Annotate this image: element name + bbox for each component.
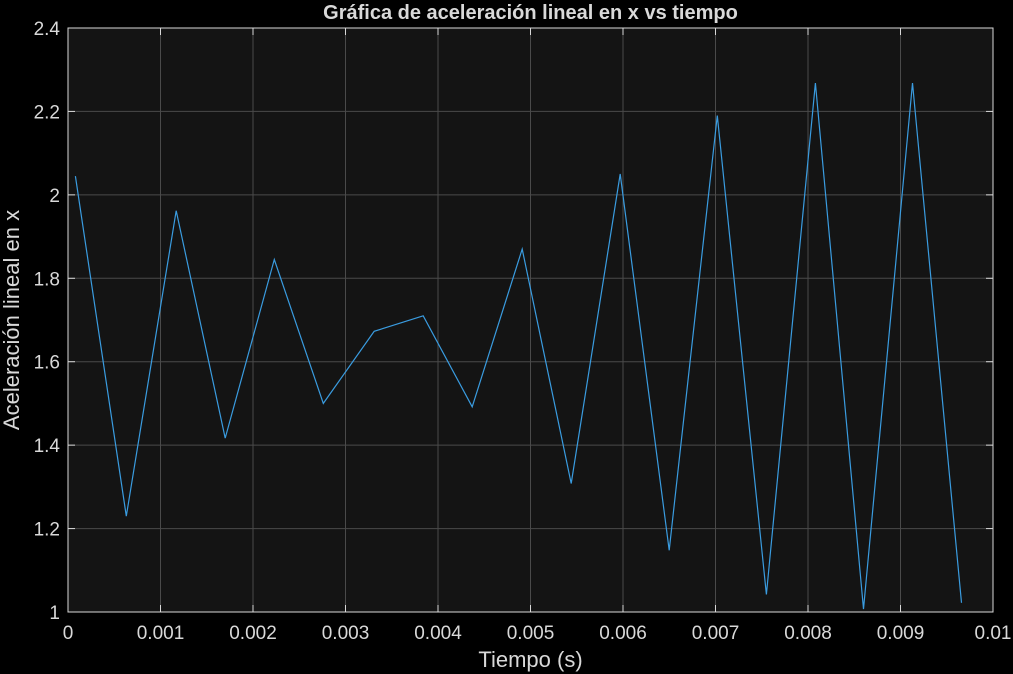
x-tick-label: 0.007 [692, 623, 740, 644]
y-tick-label: 2.4 [34, 19, 61, 40]
series-line [74, 83, 963, 610]
y-tick-label: 2 [49, 186, 60, 207]
x-tick-label: 0.009 [877, 623, 925, 644]
x-axis-ticks: 0 0.001 0.002 0.003 0.004 0.005 0.006 0.007 0.00… [63, 28, 1012, 644]
x-tick-label: 0.003 [322, 623, 370, 644]
x-tick-label: 0.006 [599, 623, 647, 644]
y-tick-label: 1 [49, 603, 60, 624]
x-tick-label: 0.005 [507, 623, 555, 644]
y-tick-label: 1.6 [34, 353, 60, 374]
x-tick-label: 0.001 [137, 623, 185, 644]
series-layer [74, 83, 963, 610]
x-tick-label: 0.004 [414, 623, 462, 644]
x-tick-label: 0.008 [784, 623, 832, 644]
y-tick-label: 1.2 [34, 520, 60, 541]
y-axis-label: Aceleración lineal en x [0, 210, 24, 430]
x-axis-label: Tiempo (s) [478, 647, 582, 672]
y-tick-label: 1.8 [34, 269, 60, 290]
chart-title: Gráfica de aceleración lineal en x vs ti… [323, 2, 738, 24]
y-axis-ticks: 1 1.2 1.4 1.6 1.8 2 2.2 2.4 [34, 19, 993, 624]
x-tick-label: 0 [63, 623, 74, 644]
y-tick-label: 2.2 [34, 102, 60, 123]
x-tick-label: 0.01 [975, 623, 1012, 644]
x-tick-label: 0.002 [229, 623, 277, 644]
y-tick-label: 1.4 [34, 436, 61, 457]
